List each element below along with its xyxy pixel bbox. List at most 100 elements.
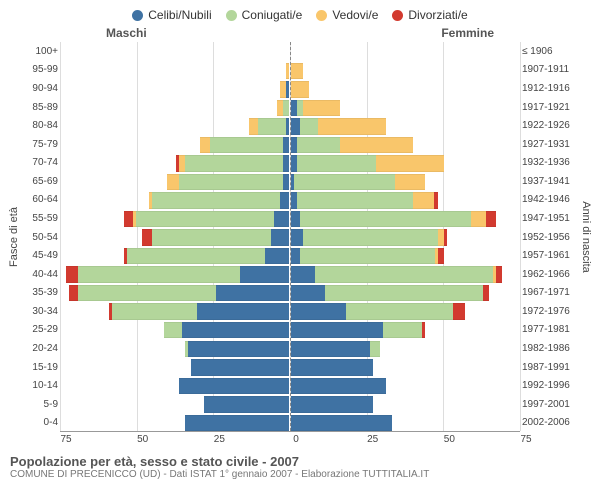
female-bar: [291, 100, 520, 114]
birthyear-label: 1912-1916: [522, 79, 578, 98]
bar-segment: [340, 137, 413, 153]
legend: Celibi/NubiliConiugati/eVedovi/eDivorzia…: [6, 8, 594, 22]
legend-swatch: [392, 10, 403, 21]
male-half: [60, 320, 290, 339]
bar-segment: [291, 118, 300, 134]
bar-segment: [127, 248, 264, 264]
age-label: 0-4: [22, 414, 58, 433]
bar-segment: [291, 359, 373, 375]
female-half: [290, 116, 520, 135]
female-half: [290, 79, 520, 98]
birthyear-label: 1977-1981: [522, 321, 578, 340]
birthyear-label: 1952-1956: [522, 228, 578, 247]
legend-swatch: [132, 10, 143, 21]
female-bar: [291, 192, 520, 206]
pyramid-row: [60, 413, 520, 432]
legend-label: Celibi/Nubili: [148, 8, 211, 22]
bar-segment: [300, 248, 434, 264]
male-bar: [60, 285, 289, 299]
female-half: [290, 190, 520, 209]
male-half: [60, 376, 290, 395]
bar-segment: [164, 322, 182, 338]
male-bar: [60, 248, 289, 262]
x-tick: 25: [367, 434, 378, 445]
bar-segment: [291, 303, 346, 319]
male-half: [60, 135, 290, 154]
bar-segment: [422, 322, 425, 338]
female-half: [290, 61, 520, 80]
bar-segment: [303, 100, 340, 116]
legend-item: Divorziati/e: [392, 8, 467, 22]
pyramid-row: [60, 153, 520, 172]
x-tick: 50: [137, 434, 148, 445]
bar-segment: [265, 248, 289, 264]
male-bar: [60, 137, 289, 151]
female-half: [290, 301, 520, 320]
male-bar: [60, 378, 289, 392]
age-label: 30-34: [22, 302, 58, 321]
age-label: 35-39: [22, 284, 58, 303]
female-bar: [291, 81, 520, 95]
age-label: 65-69: [22, 172, 58, 191]
bar-segment: [191, 359, 289, 375]
female-bar: [291, 211, 520, 225]
male-half: [60, 413, 290, 432]
y-axis-title-right: Anni di nascita: [578, 42, 594, 432]
female-bar: [291, 378, 520, 392]
female-half: [290, 394, 520, 413]
bar-segment: [291, 211, 300, 227]
bar-segment: [291, 322, 383, 338]
age-label: 60-64: [22, 191, 58, 210]
age-label: 40-44: [22, 265, 58, 284]
male-bar: [60, 266, 289, 280]
bar-segment: [249, 118, 258, 134]
male-bar: [60, 229, 289, 243]
male-side-title: Maschi: [106, 26, 147, 40]
male-bar: [60, 63, 289, 77]
bar-segment: [291, 341, 370, 357]
x-tick: 25: [214, 434, 225, 445]
bar-segment: [188, 341, 289, 357]
bar-segment: [291, 266, 315, 282]
pyramid-row: [60, 264, 520, 283]
bar-segment: [197, 303, 289, 319]
female-half: [290, 246, 520, 265]
x-axis: 7550250255075: [6, 434, 594, 450]
birthyear-label: 1922-1926: [522, 116, 578, 135]
female-half: [290, 357, 520, 376]
bar-segment: [78, 266, 240, 282]
female-half: [290, 153, 520, 172]
female-bar: [291, 63, 520, 77]
legend-item: Celibi/Nubili: [132, 8, 211, 22]
bar-segment: [185, 415, 289, 431]
pyramid-row: [60, 116, 520, 135]
pyramid-row: [60, 357, 520, 376]
male-bar: [60, 415, 289, 429]
birthyear-label: ≤ 1906: [522, 42, 578, 61]
male-bar: [60, 155, 289, 169]
pyramid-row: [60, 339, 520, 358]
birthyear-label: 1962-1966: [522, 265, 578, 284]
bar-segment: [318, 118, 385, 134]
male-half: [60, 339, 290, 358]
female-bar: [291, 118, 520, 132]
y-axis-title-left: Fasce di età: [6, 42, 22, 432]
female-half: [290, 264, 520, 283]
bar-segment: [283, 174, 289, 190]
male-bar: [60, 192, 289, 206]
bar-segment: [483, 285, 489, 301]
female-half: [290, 98, 520, 117]
bar-segment: [291, 415, 392, 431]
bar-segment: [271, 229, 289, 245]
female-half: [290, 283, 520, 302]
age-label: 70-74: [22, 153, 58, 172]
male-bar: [60, 174, 289, 188]
bar-segment: [283, 155, 289, 171]
bar-segment: [274, 211, 289, 227]
bar-segment: [69, 285, 78, 301]
pyramid-row: [60, 227, 520, 246]
female-bar: [291, 44, 520, 58]
legend-swatch: [226, 10, 237, 21]
pyramid-row: [60, 135, 520, 154]
chart-footer: Popolazione per età, sesso e stato civil…: [6, 454, 594, 480]
